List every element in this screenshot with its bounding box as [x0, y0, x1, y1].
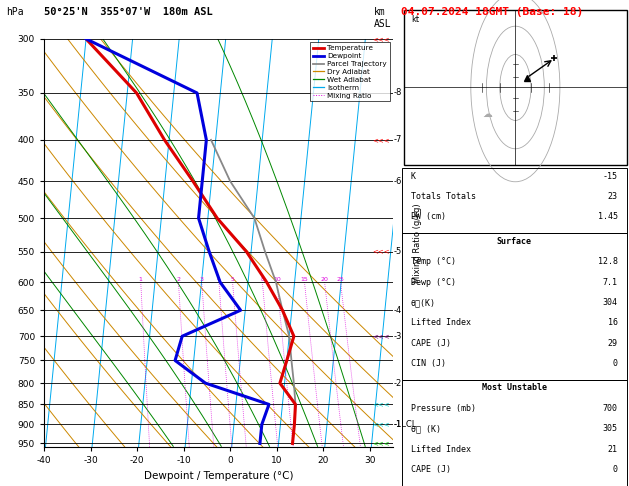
Text: -5: -5 — [393, 247, 401, 256]
Text: -2: -2 — [393, 379, 401, 388]
Text: 0: 0 — [613, 359, 618, 368]
Text: 700: 700 — [603, 404, 618, 413]
Text: -1LCL: -1LCL — [393, 420, 416, 429]
Text: 3: 3 — [200, 277, 204, 282]
Text: hPa: hPa — [6, 7, 24, 17]
Text: km
ASL: km ASL — [374, 7, 392, 29]
Text: 1: 1 — [139, 277, 143, 282]
X-axis label: Dewpoint / Temperature (°C): Dewpoint / Temperature (°C) — [144, 471, 293, 481]
Text: -1: -1 — [393, 420, 401, 429]
Text: K: K — [411, 172, 416, 181]
Legend: Temperature, Dewpoint, Parcel Trajectory, Dry Adiabat, Wet Adiabat, Isotherm, Mi: Temperature, Dewpoint, Parcel Trajectory… — [310, 42, 389, 102]
Text: 50°25'N  355°07'W  180m ASL: 50°25'N 355°07'W 180m ASL — [44, 7, 213, 17]
Text: 8: 8 — [260, 277, 264, 282]
Text: Lifted Index: Lifted Index — [411, 318, 471, 328]
Text: -3: -3 — [393, 332, 401, 341]
Text: 7.1: 7.1 — [603, 278, 618, 287]
Text: <<<: <<< — [372, 401, 390, 407]
Text: θᴄ (K): θᴄ (K) — [411, 424, 441, 434]
Text: <<<: <<< — [372, 249, 390, 255]
Text: 12.8: 12.8 — [598, 257, 618, 266]
Text: θᴄ(K): θᴄ(K) — [411, 298, 436, 307]
Bar — [404, 10, 626, 165]
Text: 5: 5 — [231, 277, 235, 282]
Text: Mixing Ratio (g/kg): Mixing Ratio (g/kg) — [413, 203, 422, 283]
Text: 4: 4 — [217, 277, 221, 282]
Text: CAPE (J): CAPE (J) — [411, 339, 451, 348]
Text: <<<: <<< — [372, 440, 390, 447]
Text: 23: 23 — [608, 192, 618, 201]
Text: 15: 15 — [301, 277, 308, 282]
Text: 20: 20 — [321, 277, 328, 282]
Text: <<<: <<< — [372, 137, 390, 143]
Text: CIN (J): CIN (J) — [411, 359, 446, 368]
Text: -4: -4 — [393, 306, 401, 315]
Text: <<<: <<< — [372, 36, 390, 42]
Text: Most Unstable: Most Unstable — [482, 383, 547, 393]
Text: CAPE (J): CAPE (J) — [411, 465, 451, 474]
Text: 29: 29 — [608, 339, 618, 348]
Text: 04.07.2024 18GMT (Base: 18): 04.07.2024 18GMT (Base: 18) — [401, 7, 584, 17]
Text: Temp (°C): Temp (°C) — [411, 257, 456, 266]
Text: 305: 305 — [603, 424, 618, 434]
Text: Dewp (°C): Dewp (°C) — [411, 278, 456, 287]
Text: 1.45: 1.45 — [598, 212, 618, 222]
Text: Totals Totals: Totals Totals — [411, 192, 476, 201]
Text: 304: 304 — [603, 298, 618, 307]
Bar — [402, 380, 626, 486]
Text: PW (cm): PW (cm) — [411, 212, 446, 222]
Text: 25: 25 — [337, 277, 345, 282]
Text: -6: -6 — [393, 177, 401, 186]
Text: -15: -15 — [603, 172, 618, 181]
Text: ☁: ☁ — [483, 109, 493, 119]
Text: -7: -7 — [393, 135, 401, 144]
Text: kt: kt — [411, 15, 419, 24]
Text: Pressure (mb): Pressure (mb) — [411, 404, 476, 413]
Text: 2: 2 — [177, 277, 181, 282]
Text: <<<: <<< — [372, 333, 390, 339]
Text: -8: -8 — [393, 88, 401, 98]
Text: Surface: Surface — [497, 237, 532, 246]
Bar — [402, 168, 626, 233]
Text: 21: 21 — [608, 445, 618, 454]
Text: Lifted Index: Lifted Index — [411, 445, 471, 454]
Text: 0: 0 — [613, 465, 618, 474]
Text: <<<: <<< — [372, 421, 390, 428]
Text: 10: 10 — [273, 277, 281, 282]
Bar — [402, 233, 626, 380]
Text: 16: 16 — [608, 318, 618, 328]
